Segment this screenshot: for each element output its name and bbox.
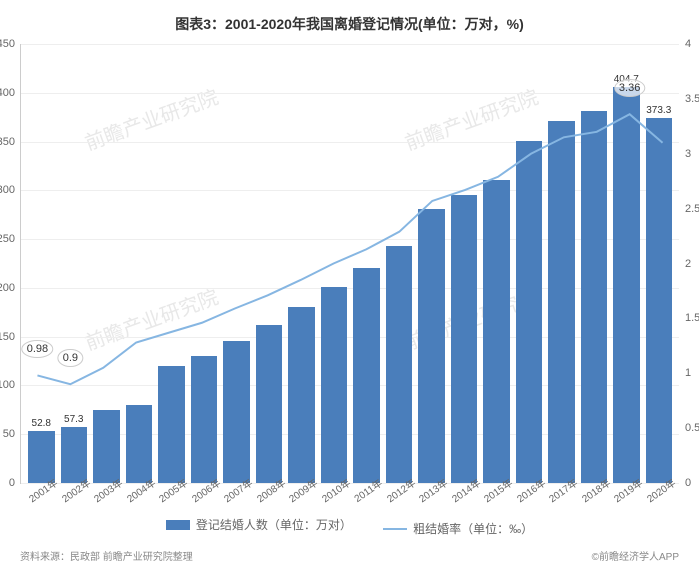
legend-item-line: 粗结婚率（单位：‰）	[383, 520, 533, 537]
bars-group: 52.857.3404.7373.3	[21, 44, 679, 483]
legend-swatch-bar-icon	[166, 520, 190, 530]
bar	[418, 209, 445, 483]
bar-value-label: 57.3	[64, 414, 83, 427]
bar-rect	[418, 209, 445, 483]
source-text: 资料来源：民政部 前瞻产业研究院整理	[20, 548, 193, 563]
bar	[126, 405, 153, 483]
y-left-tick: 200	[0, 282, 21, 294]
y-left-tick: 450	[0, 38, 21, 50]
bar	[191, 356, 218, 483]
bar-rect	[288, 307, 315, 483]
bar	[93, 410, 120, 483]
bar-rect	[483, 180, 510, 483]
bar	[451, 195, 478, 483]
y-left-tick: 400	[0, 87, 21, 99]
y-right-tick: 4	[679, 38, 691, 50]
bar-rect	[516, 141, 543, 483]
bar-rect	[191, 356, 218, 483]
chart-title: 图表3：2001-2020年我国离婚登记情况(单位：万对，%)	[20, 14, 679, 34]
bar	[321, 287, 348, 483]
y-left-tick: 150	[0, 331, 21, 343]
bar-rect	[451, 195, 478, 483]
bar-rect	[126, 405, 153, 483]
y-right-tick: 3.5	[679, 93, 699, 105]
y-right-tick: 3	[679, 148, 691, 160]
footer: 资料来源：民政部 前瞻产业研究院整理 ©前瞻经济学人APP	[20, 548, 679, 563]
y-right-tick: 0.5	[679, 422, 699, 434]
bar	[353, 268, 380, 483]
bar	[581, 111, 608, 483]
y-left-tick: 250	[0, 233, 21, 245]
y-left-tick: 0	[9, 477, 21, 489]
bar-rect	[93, 410, 120, 483]
bar-rect	[613, 87, 640, 483]
bar-rect	[321, 287, 348, 483]
copyright-text: ©前瞻经济学人APP	[592, 548, 679, 563]
bar-rect	[581, 111, 608, 483]
bar-rect	[223, 341, 250, 483]
chart-container: 图表3：2001-2020年我国离婚登记情况(单位：万对，%) 前瞻产业研究院 …	[0, 0, 699, 571]
x-labels: 2001年2002年2003年2004年2005年2006年2007年2008年…	[21, 483, 679, 508]
plot-area: 前瞻产业研究院 前瞻产业研究院 前瞻产业研究院 前瞻产业研究院 05010015…	[20, 44, 679, 484]
bar-rect	[353, 268, 380, 483]
bar-rect	[158, 366, 185, 483]
bar	[386, 246, 413, 483]
y-left-tick: 300	[0, 184, 21, 196]
bar-rect	[256, 325, 283, 483]
legend-line-label: 粗结婚率（单位：‰）	[413, 520, 533, 537]
bar-rect	[386, 246, 413, 483]
bar-value-label: 52.8	[32, 418, 51, 431]
bar	[223, 341, 250, 483]
bar-value-label: 373.3	[646, 105, 671, 118]
bar	[548, 121, 575, 483]
bar	[256, 325, 283, 483]
y-right-tick: 0	[679, 477, 691, 489]
y-right-tick: 1.5	[679, 312, 699, 324]
legend: 登记结婚人数（单位：万对） 粗结婚率（单位：‰）	[0, 516, 699, 537]
bar	[288, 307, 315, 483]
y-left-tick: 100	[0, 379, 21, 391]
legend-swatch-line-icon	[383, 528, 407, 530]
bar	[483, 180, 510, 483]
y-right-tick: 2	[679, 258, 691, 270]
legend-bar-label: 登记结婚人数（单位：万对）	[196, 516, 352, 533]
y-right-tick: 1	[679, 367, 691, 379]
bar	[158, 366, 185, 483]
bar-rect	[548, 121, 575, 483]
bar: 373.3	[646, 118, 673, 483]
legend-item-bar: 登记结婚人数（单位：万对）	[166, 516, 352, 533]
y-left-tick: 50	[3, 428, 21, 440]
bar: 404.7	[613, 87, 640, 483]
y-right-tick: 2.5	[679, 203, 699, 215]
bar	[516, 141, 543, 483]
y-left-tick: 350	[0, 136, 21, 148]
bar-rect	[646, 118, 673, 483]
